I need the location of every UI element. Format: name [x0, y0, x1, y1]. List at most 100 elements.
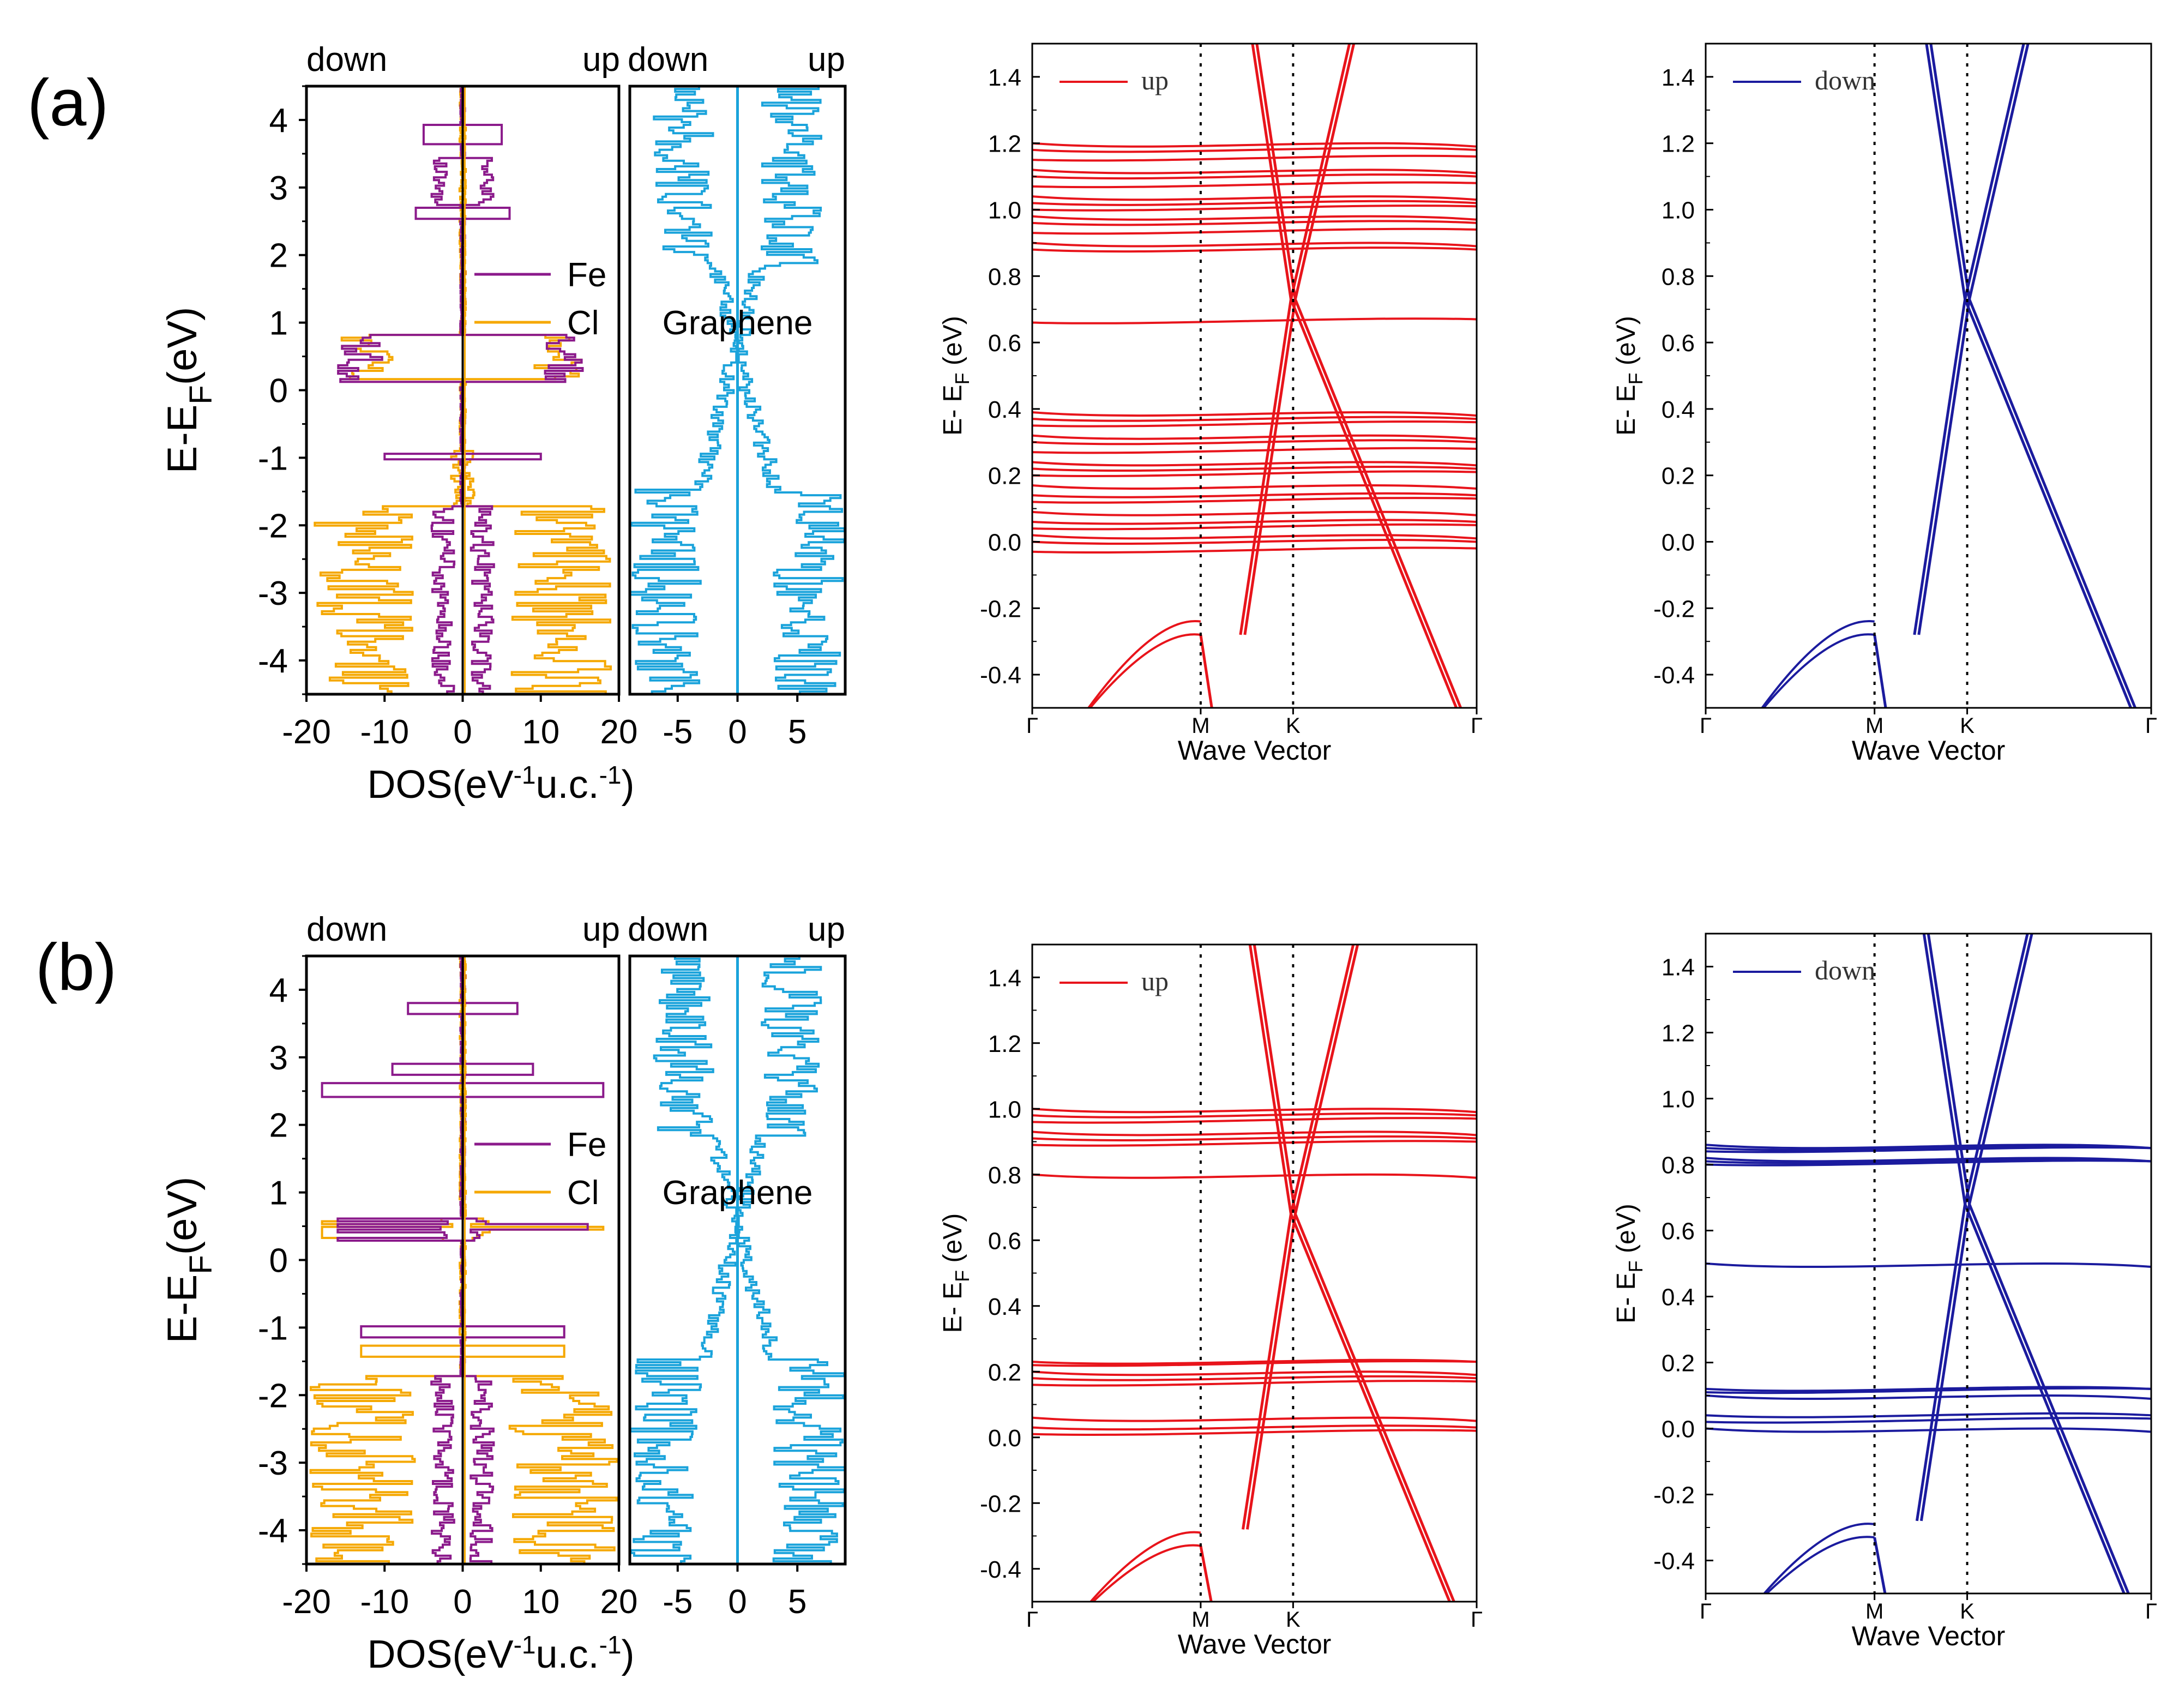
y-tick-label: 4 — [269, 102, 288, 140]
flat-band — [1032, 470, 1477, 477]
y-tick-label: -0.2 — [980, 1490, 1021, 1517]
y-tick-label: -0.2 — [1653, 596, 1695, 622]
flat-band — [1032, 1112, 1477, 1118]
y-axis-label-part: (eV) — [1612, 1204, 1641, 1260]
legend-label-cl: Cl — [567, 1174, 599, 1212]
y-tick-label: -4 — [258, 1512, 288, 1550]
k-label: K — [1286, 1608, 1301, 1632]
flat-band — [1032, 205, 1477, 212]
dirac-branch — [1964, 934, 2029, 1205]
flat-band — [1032, 1424, 1477, 1431]
fe-down-curve — [337, 86, 464, 694]
y-tick-label: 0.8 — [988, 1162, 1021, 1189]
x-axis-label-part: ) — [621, 763, 634, 807]
dos-left-series — [314, 86, 612, 694]
flat-band — [1032, 466, 1477, 472]
graphene-label: Graphene — [663, 1174, 813, 1212]
y-axis-label: E- EF (eV) — [938, 316, 973, 435]
x-axis-label-part: DOS(eV — [368, 1633, 514, 1676]
y-tick-label: 1.0 — [988, 1096, 1021, 1123]
band-lines — [1760, 44, 2137, 708]
band-lines — [1032, 945, 1477, 1602]
dirac-branch — [1925, 44, 1967, 300]
k-label: K — [1960, 1599, 1975, 1623]
y-tick-label: 0.2 — [988, 1359, 1021, 1386]
y-tick-label: 0.6 — [988, 330, 1021, 357]
y-axis-label-part: (eV) — [159, 1177, 206, 1255]
flat-band — [1032, 200, 1477, 206]
top-label-down: down — [628, 41, 708, 79]
top-label-up: up — [582, 41, 620, 79]
x-tick-label: -20 — [282, 1583, 331, 1621]
y-tick-label: 1.2 — [988, 1031, 1021, 1057]
y-tick-label: 0.4 — [988, 1294, 1021, 1320]
flat-band — [1706, 1262, 2151, 1268]
y-tick-label: 1.0 — [988, 197, 1021, 224]
y-axis-label: E- EF (eV) — [1612, 316, 1647, 435]
graphene-up-curve — [737, 956, 845, 1564]
y-tick-label: 1.4 — [988, 965, 1021, 991]
flat-band — [1032, 447, 1477, 454]
flat-band — [1032, 484, 1477, 490]
x-tick-label: 0 — [728, 713, 747, 751]
y-tick-label: 1.4 — [988, 64, 1021, 91]
y-tick-label: 0.6 — [1662, 1218, 1695, 1245]
y-tick-label: 0.2 — [1662, 1350, 1695, 1377]
flat-band — [1706, 1412, 2151, 1418]
dirac-branch — [1239, 299, 1292, 635]
x-tick-label: -10 — [360, 713, 409, 751]
x-tick-label: 5 — [788, 713, 806, 751]
top-label-down: down — [306, 41, 387, 79]
y-axis-label-part: (eV) — [159, 307, 206, 386]
y-tick-label: -1 — [258, 440, 288, 477]
x-tick-label: 0 — [453, 713, 472, 751]
x-tick-label: 5 — [788, 1583, 806, 1621]
dirac-branch — [1293, 44, 1356, 300]
y-tick-label: 1.0 — [1662, 197, 1695, 224]
band-plot-b-down: 1.41.21.00.80.60.40.20.0-0.2-0.4Γ M K ΓWave… — [1612, 933, 2157, 1651]
y-tick-label: -0.2 — [980, 596, 1021, 622]
flat-band — [1032, 492, 1477, 498]
y-tick-label: 1.0 — [1662, 1086, 1695, 1113]
parabolic-band — [1089, 1531, 1201, 1602]
y-axis-label-part: E- E — [1612, 384, 1641, 435]
dirac-branch — [1293, 945, 1359, 1214]
x-axis-label: Wave Vector — [1178, 1629, 1332, 1659]
panel-label-a: (a) — [27, 65, 109, 140]
flat-band — [1032, 1429, 1477, 1436]
y-axis-label: E-EF(eV) — [159, 1177, 219, 1344]
y-tick-label: 0.0 — [1662, 530, 1695, 556]
y-tick-label: -3 — [258, 1445, 288, 1482]
y-tick-label: 0.4 — [1662, 1284, 1695, 1311]
dos-left-series — [309, 956, 618, 1564]
m-branch — [1199, 1545, 1213, 1602]
dirac-branch — [1248, 945, 1292, 1214]
flat-band — [1032, 416, 1477, 422]
flat-band — [1032, 523, 1477, 531]
flat-band — [1032, 1173, 1477, 1179]
flat-band — [1032, 461, 1477, 467]
graphene-down-curve — [630, 956, 738, 1564]
dirac-branch — [1919, 1204, 1971, 1521]
legend-label-down: down — [1815, 955, 1875, 985]
dirac-branch — [1290, 298, 1458, 708]
dirac-branch — [1243, 299, 1297, 635]
k-label: Γ — [1700, 714, 1712, 738]
k-label: Γ — [1700, 1599, 1712, 1623]
x-axis-label-part: u.c. — [536, 1633, 599, 1676]
k-label: M — [1865, 1599, 1883, 1623]
k-label: K — [1286, 714, 1301, 738]
k-label: Γ — [1026, 714, 1038, 738]
flat-band — [1706, 1146, 2151, 1153]
x-tick-label: -5 — [663, 713, 693, 751]
x-tick-label: -10 — [360, 1583, 409, 1621]
parabolic-band — [1088, 633, 1201, 708]
y-tick-label: 1.4 — [1662, 64, 1695, 91]
y-axis-label: E- EF (eV) — [938, 1213, 973, 1333]
parabolic-band — [1762, 633, 1875, 708]
x-axis-label: DOS(eV-1u.c.-1) — [368, 761, 635, 807]
flat-band — [1032, 147, 1477, 153]
flat-band — [1032, 510, 1477, 516]
